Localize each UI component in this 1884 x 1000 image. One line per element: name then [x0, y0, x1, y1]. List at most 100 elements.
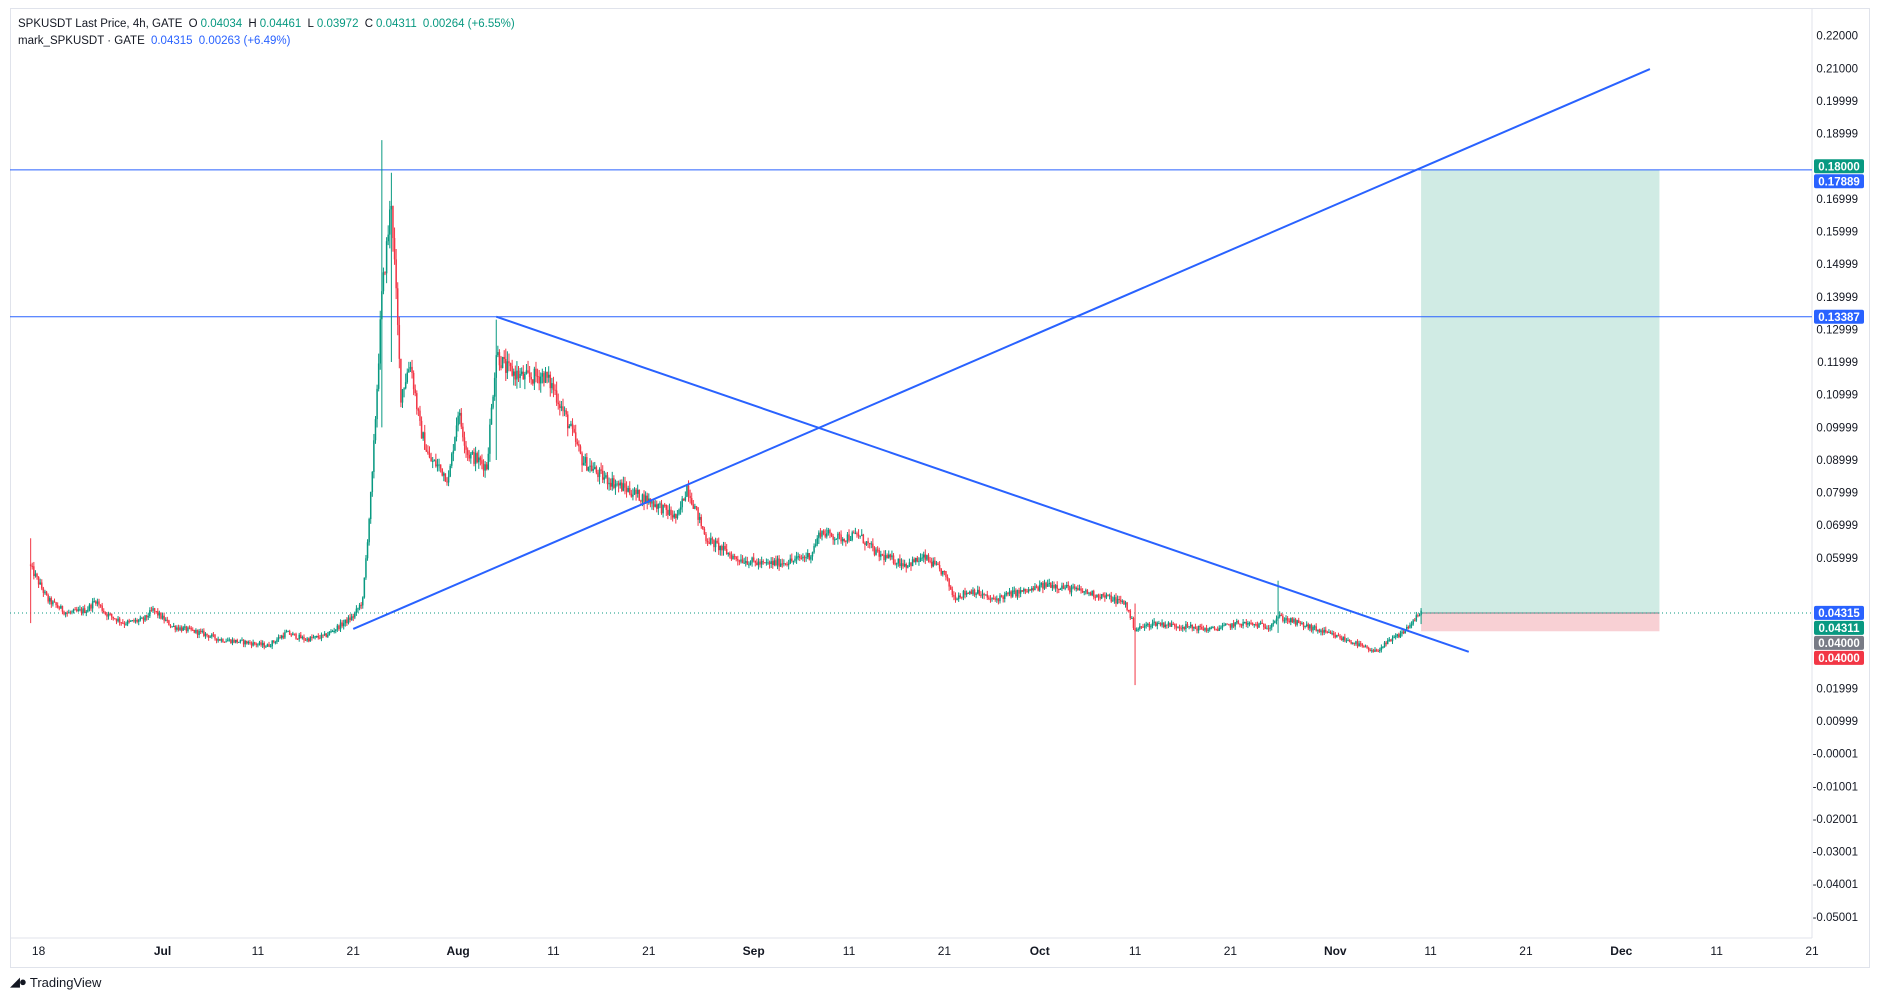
candle-body [172, 626, 175, 628]
candle-body [883, 554, 885, 561]
candle-body [1339, 635, 1341, 639]
candle-body [1131, 617, 1133, 619]
candle-body [903, 563, 906, 567]
candle-body [881, 554, 884, 556]
candle-body [61, 606, 64, 612]
candle-body [1037, 587, 1039, 591]
candle-body [636, 489, 639, 494]
tradingview-footer[interactable]: ◢● TradingView [10, 974, 101, 990]
candle-body [96, 601, 99, 604]
candles [29, 140, 1422, 686]
candle-body [517, 370, 520, 379]
candle-body [1010, 591, 1012, 597]
candle-body [999, 595, 1001, 602]
candle-body [478, 457, 480, 463]
candle-body [616, 483, 618, 485]
candle-body [859, 535, 861, 537]
candle-body [657, 503, 660, 509]
candle-body [1194, 626, 1197, 629]
candle-body [58, 607, 61, 609]
candle-body [323, 633, 326, 636]
candle-body [1390, 639, 1392, 642]
candle-body [756, 562, 758, 566]
candle-body [1134, 627, 1136, 632]
candle-body [75, 609, 78, 611]
hline-label-mid-bg [1814, 309, 1864, 324]
candle-body [55, 602, 57, 606]
candle-body [846, 534, 849, 542]
candle-body [1367, 647, 1370, 650]
candle-body [762, 561, 764, 563]
candle-body [810, 556, 812, 560]
candle-body [401, 389, 404, 403]
candle-body [752, 557, 755, 561]
candle-body [1253, 624, 1255, 626]
candle-body [608, 482, 610, 485]
candle-body [411, 366, 413, 373]
candle-body [244, 640, 246, 645]
candle-body [895, 563, 898, 565]
candle-body [961, 597, 963, 599]
candle-body [1056, 585, 1058, 589]
candle-body [1398, 634, 1400, 638]
candle-body [199, 630, 202, 632]
candle-body [915, 557, 917, 563]
candle-body [1088, 592, 1090, 594]
candle-body [770, 561, 772, 564]
candle-body [1143, 626, 1146, 628]
candle-body [212, 634, 215, 636]
candle-body [427, 451, 429, 454]
candle-body [978, 589, 981, 596]
candle-body [1259, 622, 1262, 624]
candle-body [474, 453, 477, 464]
x-tick-label: 11 [1129, 944, 1142, 958]
candle-body [1118, 598, 1120, 600]
candle-body [287, 631, 289, 633]
candle-body [1031, 588, 1033, 591]
candle-body [1404, 629, 1406, 634]
candle-body [1183, 627, 1186, 629]
candle-body [1064, 587, 1066, 589]
candle-body [571, 423, 574, 429]
candle-body [665, 504, 668, 510]
candle-body [813, 545, 815, 553]
candle-body [452, 450, 455, 454]
chart-frame[interactable] [10, 8, 1870, 968]
candle-body [141, 617, 143, 619]
tradingview-brand: TradingView [29, 974, 102, 990]
candle-body [854, 533, 857, 535]
candle-body [180, 627, 183, 631]
candle-body [1147, 623, 1149, 625]
y-tick-label: 0.16999 [1816, 194, 1858, 206]
candle-body [1159, 623, 1162, 626]
candle-body [85, 611, 88, 613]
candle-body [775, 560, 777, 566]
candle-body [69, 612, 72, 614]
candle-body [33, 566, 35, 576]
candle-body [533, 368, 536, 384]
candle-body [1150, 625, 1152, 628]
candle-body [594, 467, 596, 469]
candle-body [373, 440, 375, 472]
candle-body [1059, 588, 1062, 590]
candle-body [1091, 590, 1093, 596]
candle-body [862, 534, 865, 544]
candle-body [201, 630, 204, 632]
candle-body [226, 640, 229, 642]
candle-body [1097, 594, 1100, 598]
legend-mark-price[interactable]: mark_SPKUSDT · GATE 0.04315 0.00263 (+6.… [18, 35, 293, 47]
candle-body [1412, 620, 1414, 625]
candle-body [1216, 629, 1219, 631]
candle-body [471, 451, 474, 454]
candle-body [1080, 588, 1082, 591]
candle-body [1040, 583, 1043, 585]
candle-body [176, 627, 178, 630]
candle-body [935, 563, 938, 565]
candle-body [1399, 633, 1402, 638]
candle-body [1107, 594, 1109, 596]
candle-body [833, 539, 836, 541]
candle-body [34, 573, 37, 576]
candle-body [1304, 625, 1306, 627]
